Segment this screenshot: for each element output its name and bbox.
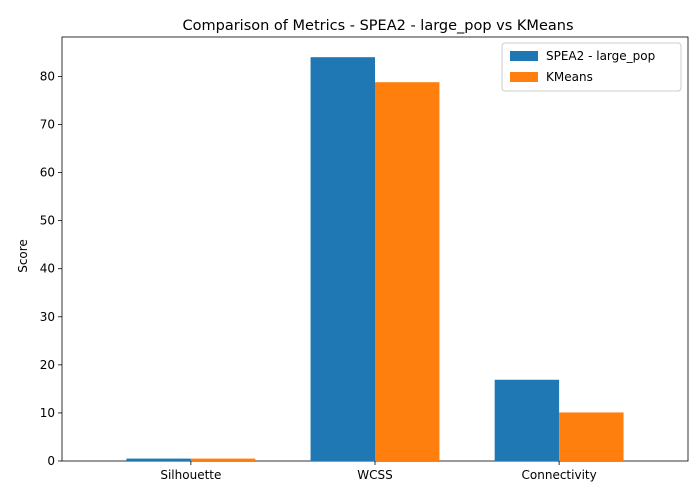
y-axis: 0 10 20 30 40 50 60 70 80 <box>40 69 62 468</box>
legend-label: KMeans <box>546 70 593 84</box>
y-tick-label: 0 <box>47 454 55 468</box>
chart-title: Comparison of Metrics - SPEA2 - large_po… <box>183 18 574 34</box>
bars-group <box>126 57 624 462</box>
y-tick-label: 10 <box>40 406 55 420</box>
legend-box <box>501 42 682 92</box>
y-tick-label: 20 <box>40 358 55 372</box>
x-tick-label: Silhouette <box>160 468 221 482</box>
bar-spea2-large-pop-silhouette <box>126 458 191 461</box>
bar-kmeans-silhouette <box>190 458 256 461</box>
legend-label: SPEA2 - large_pop <box>546 49 655 63</box>
y-tick-label: 70 <box>40 117 55 131</box>
y-axis-label: Score <box>16 239 30 273</box>
bar-kmeans-wcss <box>375 82 440 462</box>
y-tick-label: 40 <box>40 262 55 276</box>
legend: SPEA2 - large_pop KMeans <box>501 42 682 92</box>
bar-spea2-large-pop-wcss <box>310 57 375 461</box>
y-tick-label: 50 <box>40 214 55 228</box>
legend-swatch <box>510 72 538 82</box>
y-tick-label: 80 <box>40 69 55 83</box>
y-tick-label: 30 <box>40 310 55 324</box>
x-tick-label: Connectivity <box>522 468 597 482</box>
bar-spea2-large-pop-connectivity <box>494 379 560 461</box>
x-tick-label: WCSS <box>357 468 392 482</box>
y-tick-label: 60 <box>40 166 55 180</box>
bar-kmeans-connectivity <box>559 412 624 461</box>
legend-swatch <box>510 51 538 61</box>
x-axis: Silhouette WCSS Connectivity <box>160 461 597 482</box>
